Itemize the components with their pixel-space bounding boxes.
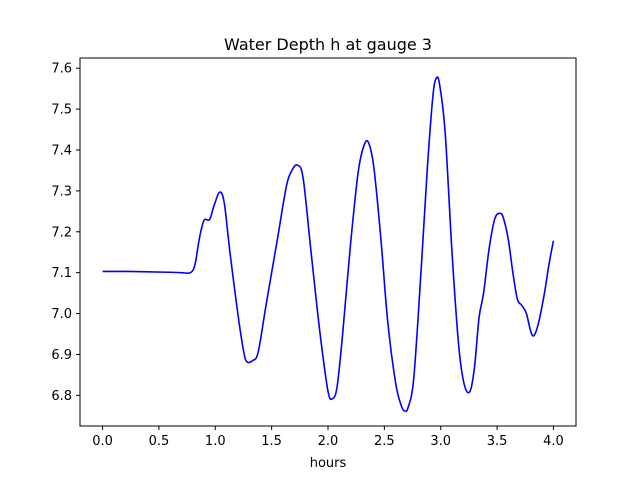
y-tick-label: 6.9 (51, 348, 72, 363)
chart-title: Water Depth h at gauge 3 (224, 35, 432, 54)
x-tick-label: 0.0 (92, 434, 113, 449)
x-tick-label: 1.5 (261, 434, 282, 449)
plot-frame (79, 57, 577, 427)
x-tick-label: 3.0 (430, 434, 451, 449)
y-tick-label: 7.3 (51, 184, 72, 199)
x-tick-label: 4.0 (543, 434, 564, 449)
y-tick-label: 7.6 (51, 62, 72, 77)
x-tick-label: 2.5 (374, 434, 395, 449)
x-tick-label: 3.5 (487, 434, 508, 449)
x-tick-label: 2.0 (318, 434, 339, 449)
y-tick-label: 7.2 (51, 225, 72, 240)
x-axis-label: hours (310, 456, 347, 471)
y-tick-label: 7.1 (51, 266, 72, 281)
x-tick-label: 1.0 (205, 434, 226, 449)
y-tick-label: 7.5 (51, 103, 72, 118)
y-tick-label: 7.0 (51, 307, 72, 322)
x-axis: 0.0 0.5 1.0 1.5 2.0 2.5 3.0 3.5 4.0 (92, 426, 564, 449)
x-tick-label: 0.5 (149, 434, 170, 449)
y-axis: 6.8 6.9 7.0 7.1 7.2 7.3 7.4 7.5 7.6 (51, 62, 80, 404)
y-tick-label: 6.8 (51, 389, 72, 404)
y-tick-label: 7.4 (51, 144, 72, 159)
series-line-0 (102, 76, 555, 413)
plot-area (79, 57, 577, 427)
